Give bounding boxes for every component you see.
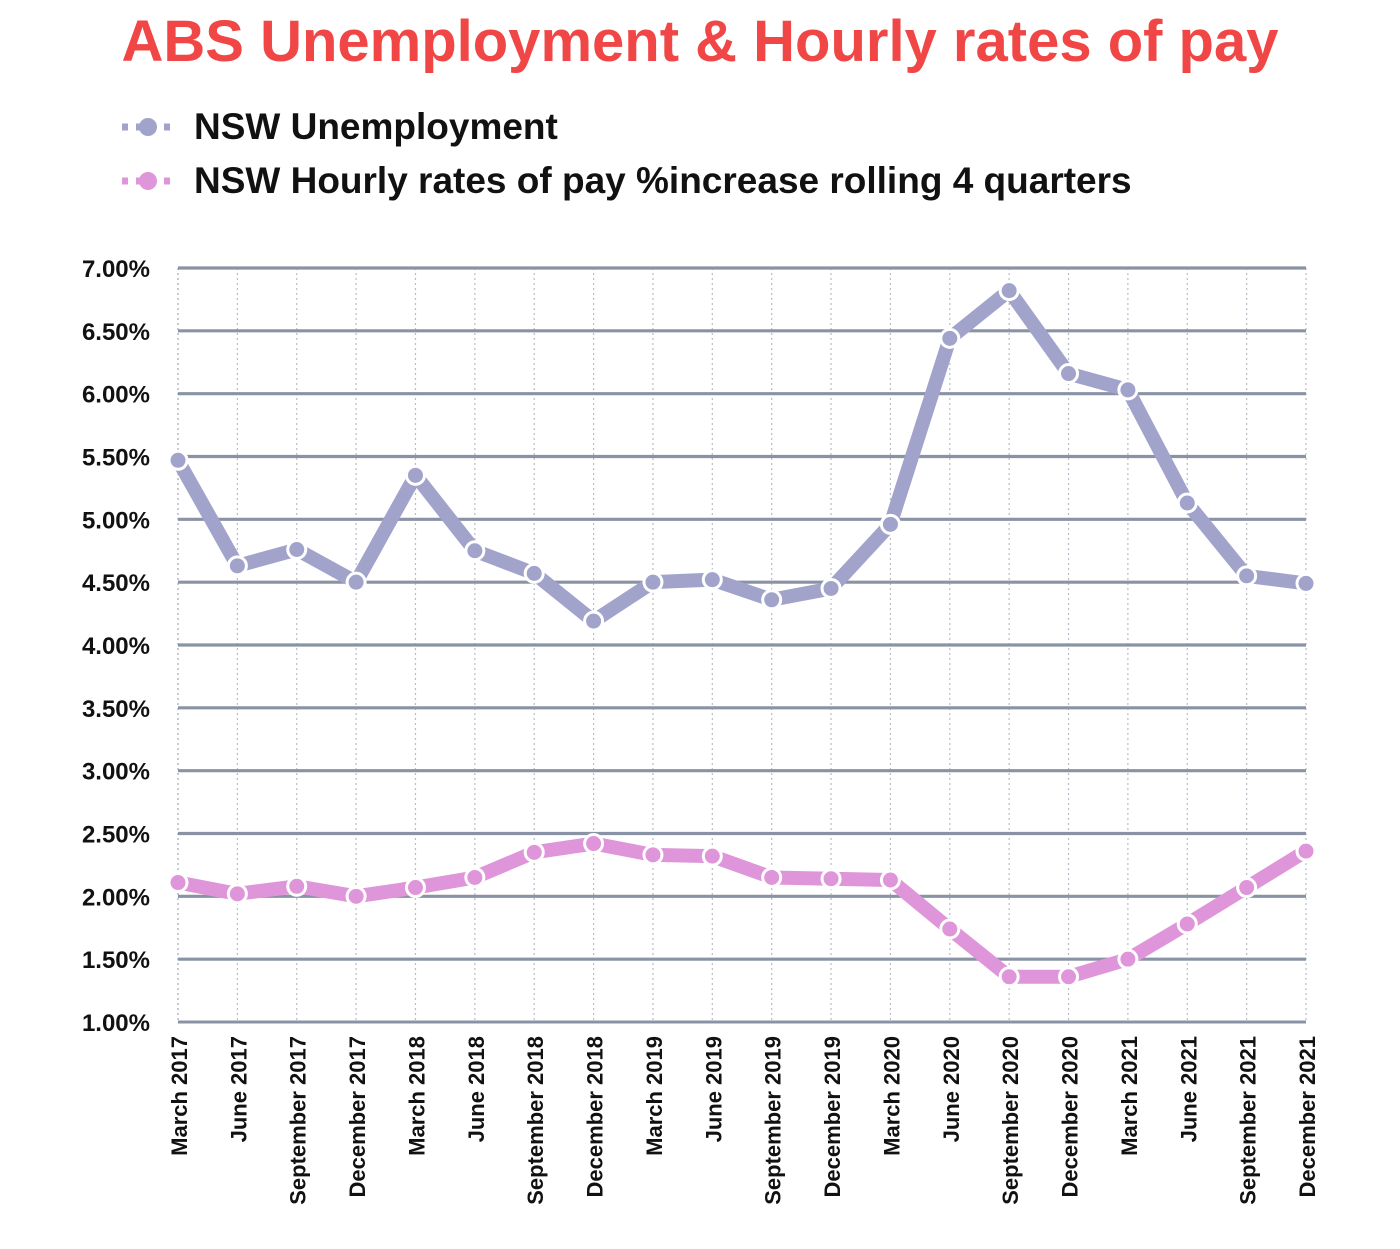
data-point bbox=[998, 966, 1020, 988]
data-point bbox=[1295, 840, 1317, 862]
x-tick-label: March 2021 bbox=[1117, 1036, 1142, 1156]
y-tick-label: 2.50% bbox=[82, 822, 150, 849]
x-tick-label: September 2018 bbox=[523, 1036, 548, 1205]
y-tick-label: 5.00% bbox=[82, 507, 150, 534]
data-point bbox=[583, 610, 605, 632]
data-point bbox=[464, 540, 486, 562]
data-point bbox=[226, 555, 248, 577]
y-tick-label: 2.00% bbox=[82, 884, 150, 911]
legend-item-pay: NSW Hourly rates of pay %increase rollin… bbox=[122, 154, 1132, 208]
x-tick-label: December 2021 bbox=[1295, 1036, 1320, 1197]
data-point bbox=[404, 877, 426, 899]
data-point bbox=[1236, 877, 1258, 899]
x-tick-label: June 2019 bbox=[701, 1036, 726, 1142]
x-tick-label: March 2019 bbox=[642, 1036, 667, 1156]
data-point bbox=[701, 845, 723, 867]
data-point bbox=[1236, 565, 1258, 587]
x-tick-label: December 2017 bbox=[345, 1036, 370, 1197]
data-point bbox=[1117, 948, 1139, 970]
data-point bbox=[820, 868, 842, 890]
data-point bbox=[404, 464, 426, 486]
data-point bbox=[1176, 492, 1198, 514]
x-tick-label: September 2020 bbox=[998, 1036, 1023, 1205]
x-tick-label: March 2018 bbox=[404, 1036, 429, 1156]
y-tick-label: 3.50% bbox=[82, 696, 150, 723]
data-point bbox=[761, 866, 783, 888]
data-point bbox=[998, 280, 1020, 302]
data-point bbox=[167, 872, 189, 894]
data-point bbox=[1058, 966, 1080, 988]
data-point bbox=[939, 918, 961, 940]
legend-label-pay: NSW Hourly rates of pay %increase rollin… bbox=[194, 160, 1132, 201]
x-tick-label: June 2018 bbox=[464, 1036, 489, 1142]
data-point bbox=[761, 589, 783, 611]
x-tick-label: September 2021 bbox=[1236, 1036, 1261, 1205]
data-point bbox=[523, 562, 545, 584]
data-point bbox=[226, 883, 248, 905]
legend-swatch-pay bbox=[122, 172, 174, 190]
data-point bbox=[1176, 913, 1198, 935]
x-tick-label: September 2017 bbox=[286, 1036, 311, 1205]
chart-title: ABS Unemployment & Hourly rates of pay bbox=[121, 9, 1279, 74]
y-tick-label: 1.50% bbox=[82, 947, 150, 974]
data-point bbox=[820, 577, 842, 599]
y-tick-label: 3.00% bbox=[82, 759, 150, 786]
y-tick-label: 6.50% bbox=[82, 319, 150, 346]
data-point bbox=[1295, 572, 1317, 594]
y-tick-label: 5.50% bbox=[82, 445, 150, 472]
y-tick-label: 7.00% bbox=[82, 256, 150, 283]
data-point bbox=[642, 844, 664, 866]
data-point bbox=[879, 513, 901, 535]
data-point bbox=[1058, 363, 1080, 385]
data-point bbox=[642, 571, 664, 593]
y-tick-label: 4.00% bbox=[82, 633, 150, 660]
x-tick-label: June 2017 bbox=[226, 1036, 251, 1142]
x-tick-label: December 2018 bbox=[583, 1036, 608, 1197]
y-tick-label: 1.00% bbox=[82, 1010, 150, 1037]
data-point bbox=[167, 449, 189, 471]
legend-swatch-unemployment bbox=[122, 118, 174, 136]
legend: NSW Unemployment NSW Hourly rates of pay… bbox=[122, 100, 1132, 208]
x-tick-label: September 2019 bbox=[761, 1036, 786, 1205]
x-tick-label: June 2021 bbox=[1176, 1036, 1201, 1142]
data-point bbox=[701, 569, 723, 591]
data-point bbox=[464, 866, 486, 888]
x-tick-label: December 2020 bbox=[1058, 1036, 1083, 1197]
x-tick-label: March 2020 bbox=[879, 1036, 904, 1156]
x-tick-label: March 2017 bbox=[167, 1036, 192, 1156]
data-point bbox=[879, 869, 901, 891]
x-tick-label: June 2020 bbox=[939, 1036, 964, 1142]
data-point bbox=[939, 327, 961, 349]
data-point bbox=[345, 885, 367, 907]
data-point bbox=[286, 875, 308, 897]
y-tick-label: 6.00% bbox=[82, 382, 150, 409]
data-point bbox=[345, 571, 367, 593]
data-point bbox=[523, 841, 545, 863]
data-point bbox=[1117, 379, 1139, 401]
y-tick-label: 4.50% bbox=[82, 570, 150, 597]
data-point bbox=[286, 538, 308, 560]
legend-label-unemployment: NSW Unemployment bbox=[194, 106, 558, 147]
data-point bbox=[583, 833, 605, 855]
legend-item-unemployment: NSW Unemployment bbox=[122, 100, 1132, 154]
x-tick-label: December 2019 bbox=[820, 1036, 845, 1197]
